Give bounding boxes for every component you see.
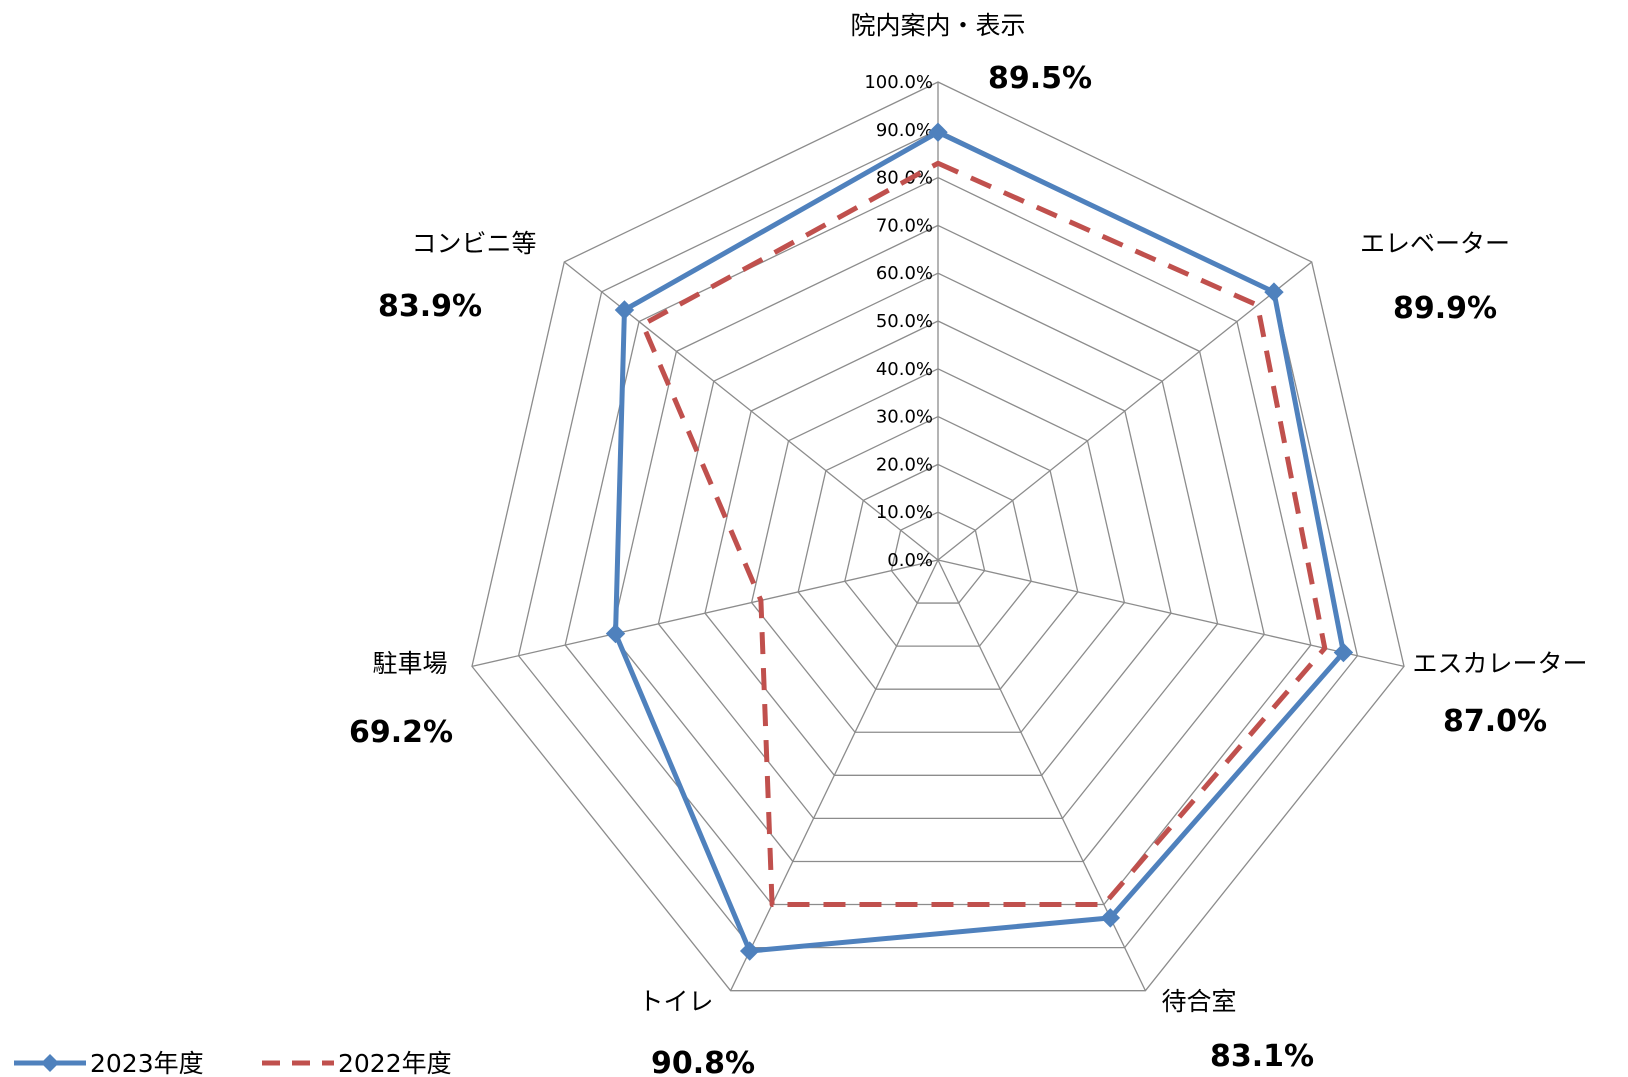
series-line: [613, 129, 1346, 954]
tick-label: 30.0%: [876, 407, 933, 428]
value-label: 83.9%: [378, 289, 482, 324]
grid-ring: [517, 129, 1359, 949]
tick-label: 100.0%: [864, 72, 933, 93]
axis-line: [937, 261, 1313, 561]
legend-marker: [41, 1054, 59, 1072]
tick-label: 80.0%: [876, 168, 933, 189]
grid-ring: [844, 463, 1032, 647]
axis-line: [730, 559, 939, 991]
category-label: トイレ: [638, 987, 713, 1016]
value-label: 69.2%: [349, 715, 453, 750]
data-point: [739, 941, 760, 961]
category-label: エレベーター: [1360, 229, 1510, 258]
data-point: [1100, 908, 1121, 928]
axis-line: [471, 559, 939, 667]
tick-label: 0.0%: [887, 550, 933, 571]
radar-grid: [471, 81, 1405, 992]
radial-tick-labels: 0.0% 10.0% 20.0% 30.0% 40.0% 50.0% 60.0% 70.0% 8…: [864, 72, 933, 571]
grid-ring: [890, 511, 986, 604]
tick-label: 10.0%: [876, 502, 933, 523]
tick-label: 60.0%: [876, 263, 933, 284]
value-labels: 89.5% 89.9% 87.0% 83.1% 90.8% 69.2% 83.9%: [349, 61, 1547, 1077]
value-label: 87.0%: [1443, 704, 1547, 739]
tick-label: 50.0%: [876, 311, 933, 332]
legend-label: 2023年度: [90, 1049, 204, 1077]
series-line: [640, 160, 1328, 908]
tick-label: 40.0%: [876, 359, 933, 380]
data-series: [605, 122, 1354, 961]
tick-label: 70.0%: [876, 215, 933, 236]
legend-label: 2022年度: [338, 1049, 452, 1077]
value-label: 83.1%: [1210, 1039, 1314, 1074]
value-label: 89.5%: [988, 61, 1092, 96]
grid-ring: [611, 224, 1265, 863]
data-point: [928, 122, 948, 142]
grid-ring: [750, 368, 1126, 733]
category-label: 院内案内・表示: [850, 11, 1025, 40]
data-point: [1333, 642, 1354, 663]
data-point: [605, 623, 626, 644]
value-label: 90.8%: [651, 1046, 755, 1077]
legend: 2023年度 2022年度: [14, 1049, 452, 1077]
grid-ring: [797, 415, 1079, 690]
category-label: コンビニ等: [411, 229, 536, 258]
grid-ring: [657, 272, 1219, 820]
grid-ring: [471, 81, 1405, 992]
category-label: 駐車場: [372, 649, 447, 678]
category-label: 待合室: [1161, 987, 1236, 1016]
tick-label: 90.0%: [876, 120, 933, 141]
category-label: エスカレーター: [1412, 649, 1587, 678]
data-point: [1264, 282, 1284, 302]
tick-label: 20.0%: [876, 454, 933, 475]
data-point: [614, 300, 635, 320]
radar-axes: [471, 82, 1405, 991]
grid-ring: [704, 320, 1172, 776]
value-label: 89.9%: [1393, 291, 1497, 326]
